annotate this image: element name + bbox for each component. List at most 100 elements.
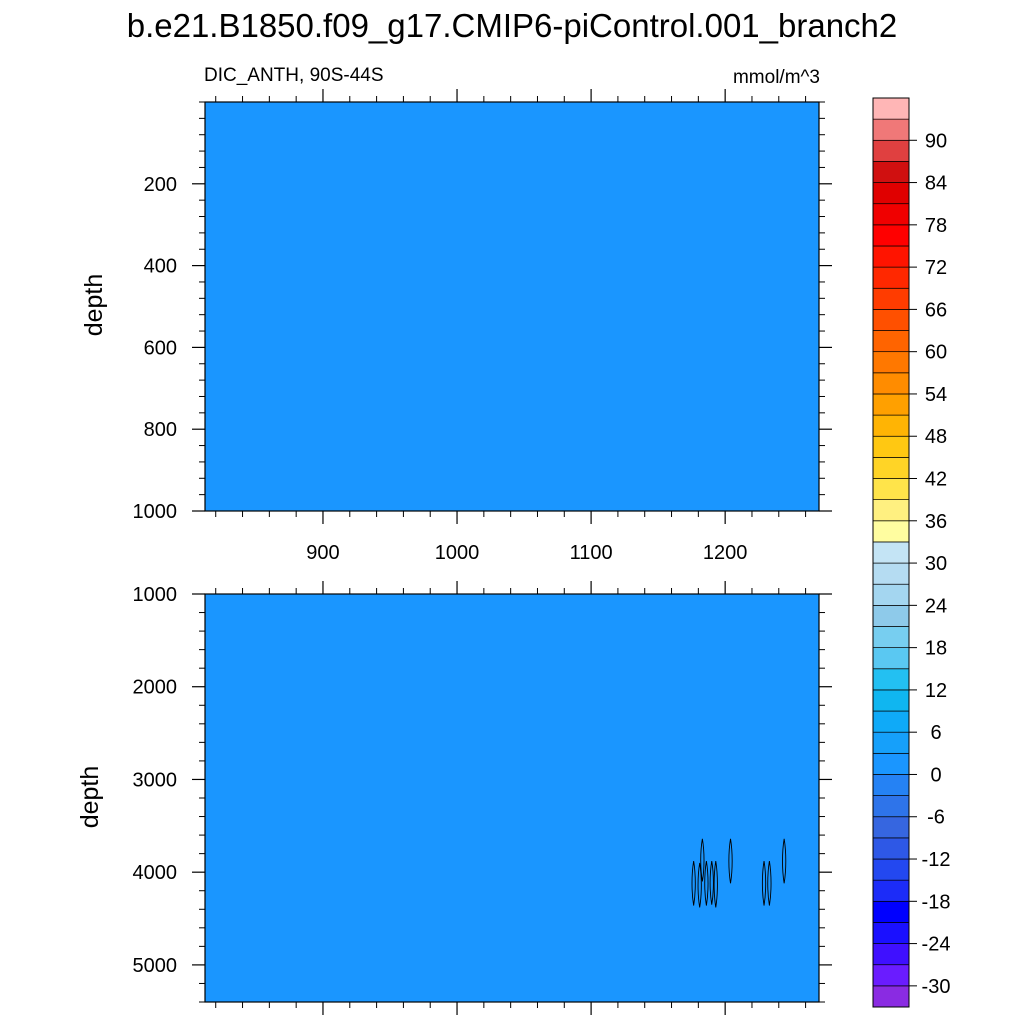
contour-line [709,860,714,905]
y-tick-label: 2000 [133,677,178,699]
colorbar-cell [872,372,910,395]
colorbar-cell [872,731,910,754]
colorbar-cell [872,752,910,775]
colorbar-cell [872,816,910,839]
colorbar-cell [872,879,910,902]
colorbar-label: 72 [925,257,947,279]
colorbar-cell [872,245,910,268]
x-tick-label: 900 [306,542,339,564]
colorbar-label: -30 [922,976,951,998]
colorbar-label: 42 [925,469,947,491]
y-axis-title: depth [76,766,104,829]
colorbar-label: 90 [925,130,947,152]
contour-line [728,838,733,884]
units-subtitle: mmol/m^3 [732,67,820,88]
colorbar-cell [872,457,910,479]
colorbar-cell [872,287,910,310]
colorbar-cell [872,795,910,818]
colorbar-cell [872,541,910,564]
colorbar-cell [872,309,910,331]
colorbar-label: 0 [930,764,941,786]
colorbar-cell [872,943,910,966]
y-tick-label: 1000 [133,584,178,606]
variable-subtitle: DIC_ANTH, 90S-44S [204,65,384,86]
colorbar-label: 12 [925,680,947,702]
contour-line [697,862,702,908]
y-tick-label: 5000 [133,955,178,977]
y-axis-title: depth [80,274,108,337]
colorbar-label: 60 [925,342,947,364]
colorbar-cell [872,562,910,585]
colorbar-label: -6 [927,807,945,829]
colorbar: -30 -24 -18 -12 -6 0 6 12 18 24 30 36 42 48 54 60 66 72 78… [872,97,951,1008]
colorbar-cell [872,858,910,881]
colorbar-label: 36 [925,511,947,533]
contour-line [761,860,767,906]
colorbar-label: 84 [925,173,947,195]
chart-title: b.e21.B1850.f09_g17.CMIP6-piControl.001_… [126,7,898,44]
colorbar-cell [872,583,910,606]
colorbar-cell [872,118,910,141]
colorbar-cell [872,520,910,543]
colorbar-cell [872,900,910,923]
colorbar-cell [872,224,910,247]
colorbar-cell [872,97,910,120]
colorbar-cell [872,647,910,670]
upper-field [205,102,819,511]
contour-line [704,860,709,906]
colorbar-cell [872,435,910,458]
colorbar-label: 48 [925,426,947,448]
colorbar-cell [872,626,910,648]
upper-panel: 900 1000 1100 1200 200 400 600 800 1000 depth [80,89,832,564]
y-tick-label: 4000 [133,862,178,884]
colorbar-label: 54 [925,384,947,406]
contour-line [782,838,787,884]
colorbar-cell [872,499,910,522]
colorbar-cell [872,330,910,353]
colorbar-cell [872,985,910,1008]
lower-field [205,594,819,1002]
colorbar-cell [872,182,910,205]
colorbar-cell [872,393,910,416]
colorbar-frame [872,97,910,1008]
colorbar-cell [872,203,910,226]
x-tick-label: 1100 [570,542,613,564]
contour-line [713,860,718,908]
colorbar-label: 66 [925,299,947,321]
colorbar-cell [872,964,910,987]
colorbar-cell [872,604,910,627]
colorbar-cell [872,837,910,860]
x-tick-label: 1200 [703,542,748,564]
colorbar-cell [872,689,910,712]
colorbar-label: -18 [922,891,951,913]
y-tick-label: 200 [144,174,177,196]
colorbar-cell [872,351,910,374]
colorbar-cell [872,414,910,437]
colorbar-label: 78 [925,215,947,237]
colorbar-label: 30 [925,553,947,575]
colorbar-cell [872,774,910,796]
colorbar-label: 18 [925,638,947,660]
colorbar-label: -24 [922,934,951,956]
colorbar-cell [872,161,910,183]
y-tick-label: 800 [144,419,177,441]
x-tick-label: 1000 [435,542,480,564]
colorbar-label: 24 [925,595,947,617]
colorbar-label: -12 [922,849,951,871]
colorbar-cell [872,922,910,944]
contour-line [700,838,705,882]
colorbar-cell [872,710,910,733]
contour-line [691,860,696,906]
y-tick-label: 1000 [133,501,178,523]
colorbar-label: 6 [930,722,941,744]
y-tick-label: 3000 [133,769,178,791]
colorbar-cell [872,668,910,691]
colorbar-cell [872,478,910,501]
lower-panel: 1000 2000 3000 4000 5000 depth [76,581,832,1015]
y-tick-label: 600 [144,337,177,359]
contour-line [767,860,772,906]
upper-frame [204,101,820,512]
colorbar-cell [872,139,910,162]
colorbar-cell [872,266,910,289]
